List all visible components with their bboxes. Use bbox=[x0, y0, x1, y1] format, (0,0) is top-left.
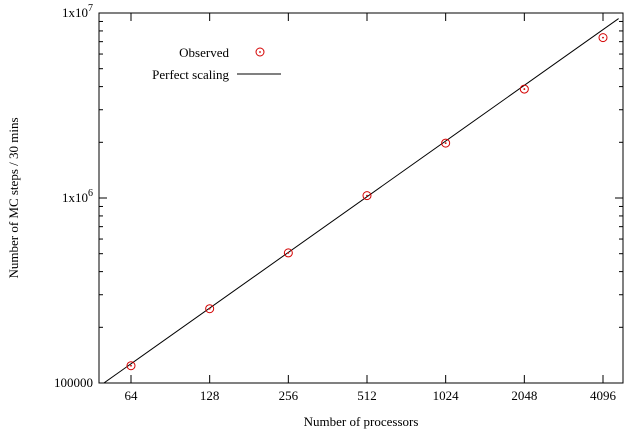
legend: Observed Perfect scaling bbox=[152, 45, 281, 82]
legend-label-observed: Observed bbox=[179, 45, 229, 60]
observed-point bbox=[599, 34, 607, 42]
y-tick-label: 1x107 bbox=[62, 3, 93, 20]
x-tick-label: 1024 bbox=[433, 388, 460, 403]
y-axis-label: Number of MC steps / 30 mins bbox=[6, 117, 21, 278]
observed-point bbox=[520, 85, 528, 93]
x-tick-label: 4096 bbox=[590, 388, 617, 403]
axis-tick-labels: 64 128 256 512 1024 2048 4096 100000 1x106 1x107 bbox=[54, 3, 617, 403]
legend-label-perfect-scaling: Perfect scaling bbox=[152, 67, 229, 82]
x-axis-label: Number of processors bbox=[304, 414, 419, 429]
observed-point bbox=[284, 249, 292, 257]
x-tick-label: 2048 bbox=[511, 388, 537, 403]
observed-point bbox=[206, 305, 214, 313]
observed-point bbox=[363, 192, 371, 200]
y-tick-label: 1x106 bbox=[62, 188, 93, 205]
x-tick-label: 128 bbox=[200, 388, 220, 403]
legend-marker-observed bbox=[256, 48, 264, 56]
observed-points bbox=[127, 34, 607, 370]
y-tick-label: 100000 bbox=[54, 375, 93, 390]
x-tick-label: 256 bbox=[279, 388, 299, 403]
x-tick-label: 64 bbox=[125, 388, 139, 403]
x-tick-label: 512 bbox=[357, 388, 377, 403]
